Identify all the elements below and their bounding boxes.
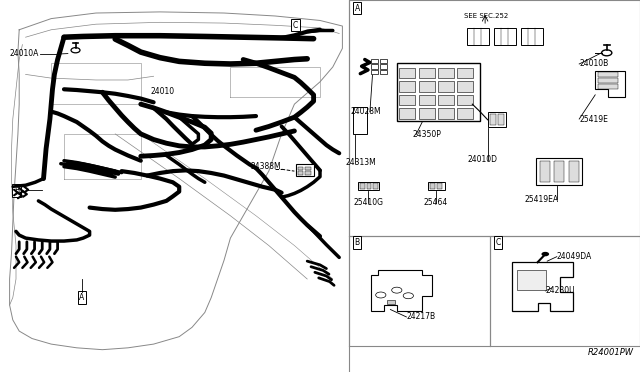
Bar [540,161,550,182]
Bar [419,95,435,105]
Text: 24217B: 24217B [406,312,436,321]
Text: A: A [79,293,84,302]
Bar [419,81,435,92]
Bar [494,28,516,45]
Bar [598,84,618,89]
Text: 25419EA: 25419EA [525,195,559,203]
Bar [490,114,496,125]
Text: 24049DA: 24049DA [557,252,592,261]
Bar [437,183,442,189]
Text: 24350P: 24350P [413,130,442,139]
Bar [371,64,378,69]
Bar [371,59,378,63]
Bar [298,171,303,175]
Bar [430,183,435,189]
Bar [399,81,415,92]
Bar [598,78,618,83]
Text: 25419E: 25419E [579,115,608,124]
Text: 24028M: 24028M [351,107,381,116]
Bar [488,112,506,127]
Bar [457,81,473,92]
Circle shape [541,252,549,256]
Bar [569,161,579,182]
Text: B: B [355,238,360,247]
Text: 24010: 24010 [150,87,175,96]
Text: 25410G: 25410G [354,198,384,207]
Bar [399,95,415,105]
Text: SEE SEC.252: SEE SEC.252 [464,13,509,19]
Bar [517,270,546,290]
Text: 24388M: 24388M [251,162,282,171]
Bar [387,300,395,304]
Bar [305,171,311,175]
Bar [373,183,378,189]
Bar [457,68,473,78]
Bar [296,164,314,176]
Bar [419,108,435,119]
Bar [467,28,489,45]
Text: 24230U: 24230U [545,286,575,295]
Bar [521,28,543,45]
Text: C: C [495,238,500,247]
Bar [438,108,454,119]
Bar [353,107,367,134]
Bar [399,108,415,119]
Bar [380,64,387,69]
Text: B: B [14,186,19,195]
Text: 24010B: 24010B [579,60,609,68]
Bar [305,167,311,170]
Bar [438,81,454,92]
Text: R24001PW: R24001PW [588,348,634,357]
Bar [536,158,582,185]
Bar [380,70,387,74]
Bar [399,68,415,78]
Bar [457,95,473,105]
Text: 24010D: 24010D [467,155,497,164]
Bar [598,72,618,77]
Bar [397,63,480,121]
Bar [367,183,371,189]
Bar [298,167,303,170]
Bar [428,182,445,190]
Bar [438,68,454,78]
Text: 24313M: 24313M [346,158,376,167]
Text: C: C [293,21,298,30]
Text: 24010A: 24010A [9,49,38,58]
Bar [371,70,378,74]
Bar [358,182,379,190]
Bar [380,59,387,63]
Bar [498,114,504,125]
Bar [419,68,435,78]
Text: A: A [355,4,360,13]
Bar [360,183,365,189]
Bar [438,95,454,105]
Bar [554,161,564,182]
Text: 25464: 25464 [424,198,448,207]
Bar [457,108,473,119]
